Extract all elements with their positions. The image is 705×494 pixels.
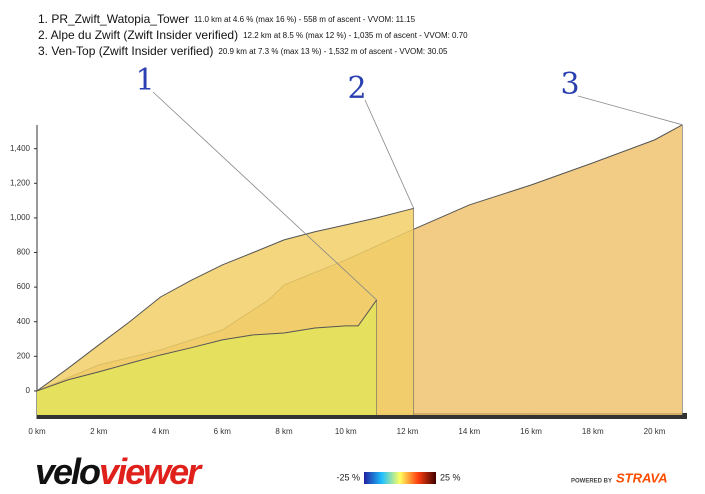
legend-entry: 1. PR_Zwift_Watopia_Tower 11.0 km at 4.6 …	[38, 12, 416, 26]
x-tick-label: 4 km	[152, 427, 170, 436]
legend-name: 3. Ven-Top (Zwift Insider verified)	[38, 44, 213, 58]
slope-strip	[37, 413, 687, 419]
x-tick-label: 10 km	[335, 427, 357, 436]
logo-velo: velo	[35, 451, 100, 492]
annotation-line	[364, 99, 415, 209]
x-tick-label: 2 km	[90, 427, 108, 436]
legend-details: 11.0 km at 4.6 % (max 16 %) - 558 m of a…	[194, 15, 416, 24]
annotation-line	[577, 95, 683, 126]
elevation-line	[36, 207, 414, 392]
x-tick-label: 18 km	[582, 427, 604, 436]
elevation-line	[36, 299, 378, 392]
annotation: 1	[135, 63, 154, 98]
legend-name: 2. Alpe du Zwift (Zwift Insider verified…	[38, 28, 238, 42]
y-tick-label: 200	[17, 351, 31, 360]
y-tick-label: 400	[17, 317, 31, 326]
x-tick-label: 14 km	[458, 427, 480, 436]
legend-details: 12.2 km at 8.5 % (max 12 %) - 1,035 m of…	[243, 31, 468, 40]
elevation-area	[37, 299, 377, 415]
logo: veloviewer	[35, 451, 203, 492]
y-tick-label: 0	[26, 386, 31, 395]
legend-entry: 3. Ven-Top (Zwift Insider verified) 20.9 …	[38, 44, 448, 58]
legend-entry: 2. Alpe du Zwift (Zwift Insider verified…	[38, 28, 468, 42]
annotation: 2	[347, 71, 366, 106]
y-tick-label: 600	[17, 282, 31, 291]
strava: STRAVA	[616, 470, 668, 485]
legend-name: 1. PR_Zwift_Watopia_Tower	[38, 12, 189, 26]
x-tick-label: 20 km	[644, 427, 666, 436]
y-tick-label: 1,400	[10, 144, 31, 153]
powered-by: POWERED BY	[571, 479, 612, 485]
x-tick-label: 0 km	[28, 427, 46, 436]
legend-details: 20.9 km at 7.3 % (max 13 %) - 1,532 m of…	[218, 47, 448, 56]
y-tick-label: 800	[17, 248, 31, 257]
x-tick-label: 8 km	[275, 427, 293, 436]
x-tick-label: 12 km	[397, 427, 419, 436]
x-tick-label: 6 km	[214, 427, 232, 436]
y-tick-label: 1,000	[10, 213, 31, 222]
annotation-line	[152, 91, 377, 301]
x-tick-label: 16 km	[520, 427, 542, 436]
logo-viewer: viewer	[99, 451, 203, 492]
annotation: 3	[560, 67, 579, 102]
scale-bar	[364, 472, 436, 484]
y-tick-label: 1,200	[10, 178, 31, 187]
scale-max: 25 %	[440, 472, 461, 482]
scale-min: -25 %	[336, 472, 360, 482]
